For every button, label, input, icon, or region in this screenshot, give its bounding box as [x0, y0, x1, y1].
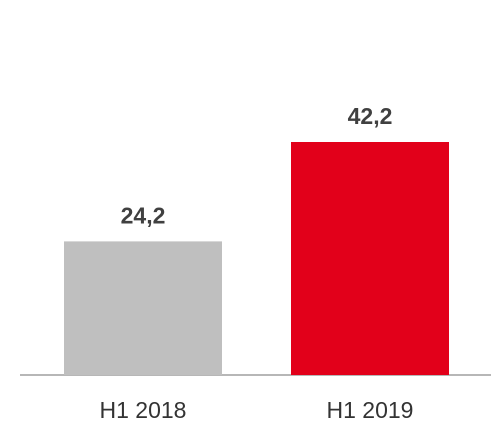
bar — [291, 142, 449, 375]
value-label: 42,2 — [348, 103, 393, 129]
x-tick-label: H1 2019 — [327, 397, 414, 423]
x-tick-label: H1 2018 — [100, 397, 187, 423]
bar — [64, 241, 222, 375]
value-label: 24,2 — [121, 202, 166, 228]
